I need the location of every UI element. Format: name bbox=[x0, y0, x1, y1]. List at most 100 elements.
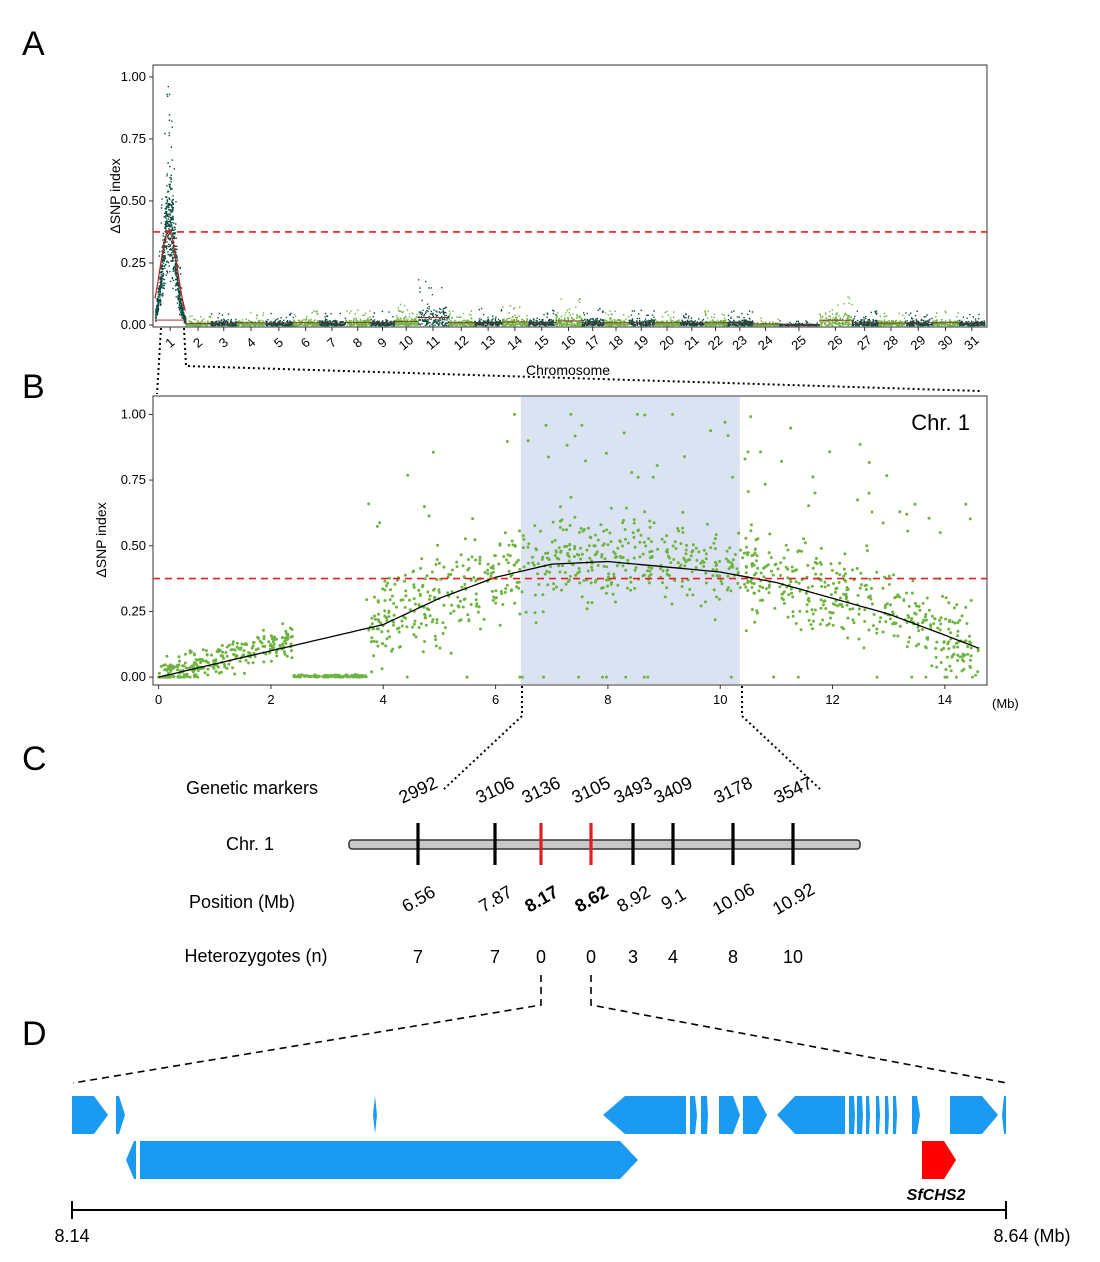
y-tick-label: 1.00 bbox=[121, 406, 146, 421]
x-tick-label: 28 bbox=[880, 332, 901, 353]
panel-label-b: B bbox=[22, 368, 45, 406]
marker-id: 3106 bbox=[473, 772, 518, 807]
x-tick-label: 8 bbox=[604, 692, 611, 707]
chromosome-points bbox=[394, 303, 420, 327]
x-tick-label: 14 bbox=[504, 332, 525, 353]
panel-d-gene-map: SfCHS2 8.14 8.64 (Mb) bbox=[54, 1096, 1071, 1246]
marker-position: 8.62 bbox=[571, 881, 611, 916]
marker-id: 3547 bbox=[771, 772, 816, 807]
chromosome-points bbox=[581, 307, 606, 327]
connector-a-b bbox=[156, 327, 981, 395]
x-tick-label: 27 bbox=[854, 332, 875, 353]
gene-arrow bbox=[373, 1096, 377, 1134]
gene-arrow bbox=[701, 1096, 708, 1134]
gene-arrow bbox=[866, 1096, 870, 1134]
x-tick-label: 22 bbox=[705, 332, 726, 353]
x-tick-label: 26 bbox=[825, 332, 846, 353]
x-tick-label: 3 bbox=[216, 335, 231, 351]
chromosome-points bbox=[501, 305, 530, 327]
x-tick-label: 4 bbox=[380, 692, 387, 707]
panel-b-y-axis-title: ΔSNP index bbox=[93, 502, 109, 577]
gene-arrow bbox=[950, 1096, 998, 1134]
chromosome-points bbox=[265, 312, 294, 327]
marker-heterozygotes: 7 bbox=[490, 947, 500, 967]
marker-3106: 3106 7.87 7 bbox=[473, 772, 518, 967]
panel-c-marker-map: Genetic markers Chr. 1 Position (Mb) Het… bbox=[184, 772, 861, 967]
x-tick-label: 14 bbox=[938, 692, 952, 707]
marker-position: 8.17 bbox=[521, 881, 561, 916]
x-tick-label: 31 bbox=[961, 332, 982, 353]
x-tick-label: 15 bbox=[531, 332, 552, 353]
gene-arrow bbox=[690, 1096, 697, 1134]
label-genetic-markers: Genetic markers bbox=[186, 778, 318, 798]
label-heterozygotes: Heterozygotes (n) bbox=[184, 946, 327, 966]
scale-left-label: 8.14 bbox=[54, 1226, 89, 1246]
x-tick-label: 6 bbox=[298, 335, 313, 351]
gene-arrow bbox=[885, 1096, 889, 1134]
x-tick-label: 12 bbox=[825, 692, 839, 707]
marker-position: 8.92 bbox=[613, 881, 653, 916]
chromosome-points bbox=[555, 298, 583, 327]
x-tick-label: 6 bbox=[492, 692, 499, 707]
panel-b-fit-curve bbox=[158, 560, 979, 678]
marker-id: 2992 bbox=[396, 772, 441, 807]
gene-arrow bbox=[893, 1096, 897, 1134]
panel-a-y-axis: 0.00 0.25 0.50 0.75 1.00 bbox=[121, 69, 153, 332]
marker-position: 7.87 bbox=[475, 881, 515, 916]
marker-3493: 3493 8.92 3 bbox=[611, 772, 656, 967]
x-tick-label: 10 bbox=[396, 332, 417, 353]
connector-b-c bbox=[443, 686, 821, 790]
scatter-points bbox=[157, 412, 980, 679]
panel-a-points bbox=[154, 85, 986, 327]
x-tick-label: 10 bbox=[713, 692, 727, 707]
panel-b-y-axis: 0.00 0.25 0.50 0.75 1.00 bbox=[121, 406, 153, 684]
panel-b-points bbox=[157, 412, 980, 679]
marker-3178: 3178 10.06 8 bbox=[709, 772, 758, 967]
target-gene-label: SfCHS2 bbox=[907, 1187, 966, 1204]
marker-position: 9.1 bbox=[658, 884, 690, 914]
label-position: Position (Mb) bbox=[189, 892, 295, 912]
panel-b-title: Chr. 1 bbox=[911, 410, 970, 435]
marker-heterozygotes: 10 bbox=[783, 947, 803, 967]
x-tick-label: 18 bbox=[605, 332, 626, 353]
y-tick-label: 0.00 bbox=[121, 317, 146, 332]
x-tick-label: 29 bbox=[908, 332, 929, 353]
chromosome-points bbox=[417, 279, 450, 327]
gene-arrow bbox=[603, 1096, 686, 1134]
x-tick-label: 21 bbox=[681, 332, 702, 353]
connector-c-d bbox=[72, 975, 1008, 1084]
marker-id: 3493 bbox=[611, 772, 656, 807]
y-tick-label: 0.25 bbox=[121, 255, 146, 270]
marker-heterozygotes: 0 bbox=[536, 947, 546, 967]
target-gene-arrow bbox=[922, 1141, 956, 1179]
gene-arrow bbox=[857, 1096, 863, 1134]
marker-3105: 3105 8.62 0 bbox=[569, 772, 614, 967]
marker-id: 3105 bbox=[569, 772, 614, 807]
panel-a-frame bbox=[152, 64, 988, 328]
panel-label-c: C bbox=[22, 740, 47, 778]
marker-position: 6.56 bbox=[398, 881, 438, 916]
gene-arrow bbox=[743, 1096, 767, 1134]
chromosome-points bbox=[474, 307, 503, 327]
x-tick-label: 12 bbox=[451, 332, 472, 353]
gene-arrow bbox=[849, 1096, 855, 1134]
x-tick-label: 11 bbox=[423, 333, 443, 353]
gene-arrow bbox=[116, 1096, 125, 1134]
panel-b-x-unit: (Mb) bbox=[992, 696, 1019, 711]
gene-arrow bbox=[126, 1141, 136, 1179]
marker-id: 3178 bbox=[711, 772, 756, 807]
panel-label-a: A bbox=[22, 25, 45, 63]
marker-id: 3136 bbox=[519, 772, 564, 807]
x-tick-label: 2 bbox=[190, 335, 205, 351]
panel-label-d: D bbox=[22, 1015, 47, 1053]
x-tick-label: 23 bbox=[729, 332, 750, 353]
y-tick-label: 1.00 bbox=[121, 69, 146, 84]
marker-heterozygotes: 8 bbox=[728, 947, 738, 967]
chromosome-points bbox=[155, 85, 187, 325]
chromosome-points bbox=[851, 310, 879, 327]
marker-2992: 2992 6.56 7 bbox=[396, 772, 441, 967]
gene-track bbox=[72, 1096, 1006, 1179]
gene-arrow bbox=[140, 1141, 638, 1179]
x-tick-label: 19 bbox=[631, 332, 652, 353]
